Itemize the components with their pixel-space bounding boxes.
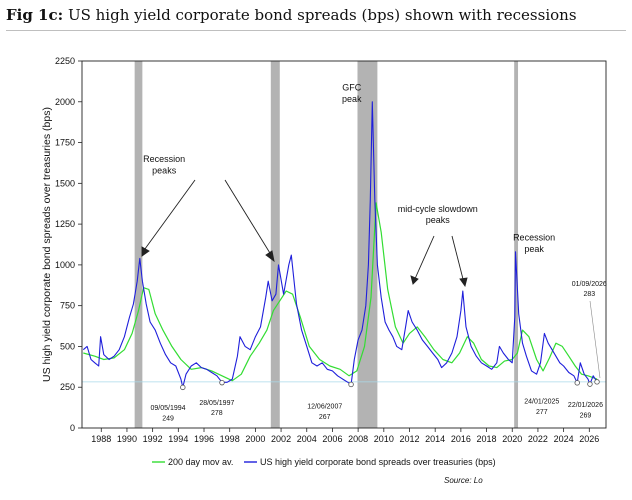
arrow-recession-1990 — [141, 179, 196, 254]
y-tick-label-750: 750 — [60, 301, 75, 311]
y-tick-label-1000: 1000 — [55, 260, 75, 270]
x-tick-label-2010: 2010 — [374, 434, 394, 444]
series-line-spread — [82, 101, 598, 388]
arrowhead-recession-1990 — [141, 246, 150, 257]
y-tick-label-1500: 1500 — [55, 178, 75, 188]
annotation-6: Recession — [513, 232, 555, 242]
arrow-midcycle-2016 — [451, 235, 465, 284]
annotation-0: Recession — [143, 154, 185, 164]
annotation-14: 24/01/2025 — [524, 399, 559, 406]
arrow-midcycle-2012 — [413, 235, 435, 282]
annotation-18: 01/09/2026 — [572, 281, 607, 288]
x-tick-label-2006: 2006 — [322, 434, 342, 444]
x-tick-label-1988: 1988 — [91, 434, 111, 444]
trough-marker-2 — [348, 381, 354, 388]
legend-label-mov-av: 200 day mov av. — [168, 457, 233, 467]
recession-bands — [134, 61, 519, 428]
title-rule — [6, 30, 626, 31]
arrow-recession-2001 — [224, 179, 274, 259]
x-tick-label-2024: 2024 — [554, 434, 574, 444]
axes: 0 250 500 750 1000 1250 1500 1750 2000 2250 1988 19… — [41, 56, 607, 444]
annotation-11: 278 — [211, 410, 223, 417]
arrowhead-recession-2001 — [265, 250, 275, 263]
annotation-13: 267 — [319, 414, 331, 421]
y-tick-label-1750: 1750 — [55, 138, 75, 148]
x-tick-label-2016: 2016 — [451, 434, 471, 444]
plot-frame — [81, 60, 607, 429]
figure-title: Fig 1c: US high yield corporate bond spr… — [6, 6, 577, 24]
figure-label: Fig 1c: — [6, 6, 64, 24]
arrowhead-midcycle-2016 — [459, 277, 468, 288]
y-axis-label: US high yield corporate bond spreads ove… — [41, 107, 53, 382]
annotation-9: 249 — [162, 416, 174, 423]
x-tick-label-2000: 2000 — [245, 434, 265, 444]
annotation-16: 22/01/2026 — [568, 402, 603, 409]
x-tick-label-2012: 2012 — [399, 434, 419, 444]
annotation-19: 283 — [583, 291, 595, 298]
x-tick-label-2002: 2002 — [271, 434, 291, 444]
x-tick-label-1996: 1996 — [194, 434, 214, 444]
x-tick-label-1992: 1992 — [143, 434, 163, 444]
annotation-4: mid-cycle slowdown — [398, 204, 478, 214]
y-tick-label-500: 500 — [60, 341, 75, 351]
annotation-8: 09/05/1994 — [151, 405, 186, 412]
annotation-2: GFC — [342, 82, 361, 92]
trough-marker-3 — [574, 380, 580, 386]
recession-band-3 — [514, 61, 519, 428]
source-note: Source: Lo — [444, 476, 483, 485]
annotation-15: 277 — [536, 409, 548, 416]
annotation-5: peaks — [426, 215, 451, 225]
figure-title-text: US high yield corporate bond spreads (bp… — [67, 6, 577, 24]
y-tick-label-0: 0 — [70, 423, 75, 433]
legend-label-spread: US high yield corporate bond spreads ove… — [260, 457, 496, 467]
y-tick-label-2000: 2000 — [55, 97, 75, 107]
arrowhead-midcycle-2012 — [410, 275, 419, 285]
annotation-7: peak — [524, 244, 544, 254]
trough-marker-1 — [219, 379, 225, 386]
leader-2026 — [589, 300, 601, 379]
annotation-1: peaks — [152, 166, 177, 176]
x-tick-label-2020: 2020 — [502, 434, 522, 444]
trough-marker-5 — [594, 379, 600, 385]
recession-band-0 — [134, 61, 143, 428]
x-tick-label-1990: 1990 — [117, 434, 137, 444]
annotation-3: peak — [342, 94, 362, 104]
x-tick-label-2022: 2022 — [528, 434, 548, 444]
x-tick-label-2008: 2008 — [348, 434, 368, 444]
recession-band-2 — [357, 61, 378, 428]
annotation-12: 12/06/2007 — [307, 403, 342, 410]
recession-band-1 — [270, 61, 280, 428]
x-tick-label-2004: 2004 — [297, 434, 317, 444]
series-line-mov-av — [83, 202, 598, 382]
trough-marker-0 — [180, 384, 186, 391]
x-tick-label-2014: 2014 — [425, 434, 445, 444]
x-tick-label-2018: 2018 — [477, 434, 497, 444]
x-tick-label-1998: 1998 — [220, 434, 240, 444]
y-tick-label-250: 250 — [60, 382, 75, 392]
series-group — [82, 101, 600, 391]
x-tick-label-2026: 2026 — [579, 434, 599, 444]
annotation-10: 28/05/1997 — [199, 400, 234, 407]
trough-marker-4 — [587, 381, 593, 387]
x-tick-label-1994: 1994 — [168, 434, 188, 444]
annotation-arrows — [141, 179, 601, 379]
annotation-17: 269 — [580, 412, 592, 419]
legend: 200 day mov av. US high yield corporate … — [152, 457, 496, 467]
y-tick-label-1250: 1250 — [55, 219, 75, 229]
y-tick-label-2250: 2250 — [55, 56, 75, 66]
